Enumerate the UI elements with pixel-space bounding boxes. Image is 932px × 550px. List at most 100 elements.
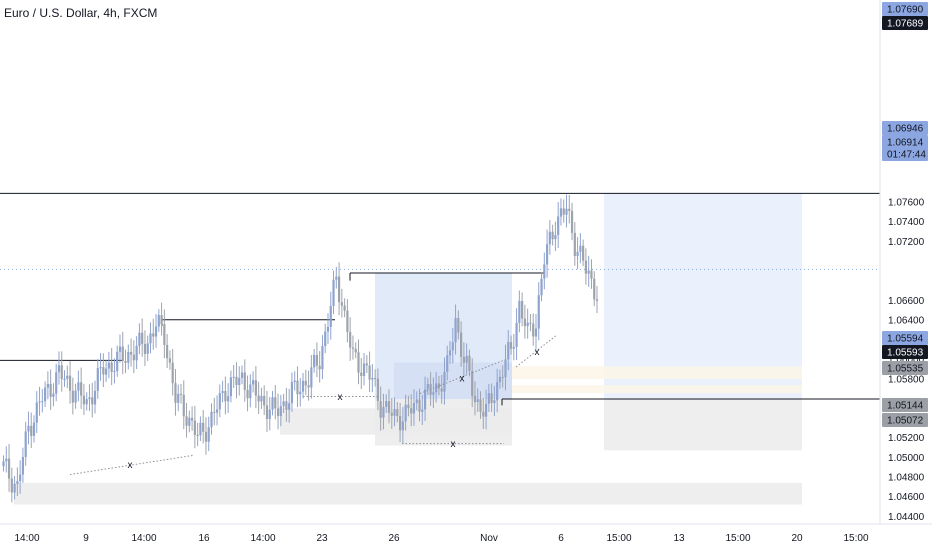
candle	[543, 252, 546, 290]
price-tag-label: 1.05144	[887, 401, 924, 412]
candle	[576, 237, 579, 270]
candle-body	[282, 401, 285, 407]
candle-body	[10, 478, 13, 493]
candle-body	[374, 377, 377, 379]
candle-body	[382, 406, 385, 418]
candle-body	[60, 365, 63, 380]
price-tick-label: 1.07400	[888, 217, 925, 228]
annotations-layer: x x x x x	[69, 335, 557, 476]
candle	[562, 199, 565, 223]
candle-body	[227, 396, 230, 402]
candle	[390, 398, 393, 429]
candle	[132, 340, 135, 374]
candle-body	[509, 342, 513, 349]
candle	[570, 202, 574, 241]
candle-body	[68, 375, 72, 391]
candle-body	[16, 481, 19, 484]
candle-body	[157, 315, 160, 327]
candle	[521, 292, 524, 327]
time-tick-label: 6	[558, 533, 564, 544]
candle	[465, 343, 468, 374]
candle	[240, 365, 244, 385]
candle	[268, 396, 271, 431]
candle-body	[376, 378, 380, 402]
price-tag: 1.05594	[882, 331, 928, 345]
candle	[57, 351, 61, 385]
support-zone	[280, 408, 512, 435]
candle	[407, 395, 410, 417]
candle	[340, 288, 343, 318]
candle	[526, 308, 529, 339]
candle	[235, 362, 238, 399]
candle-body	[102, 367, 105, 375]
price-tag: 1.07690	[882, 2, 928, 16]
candle	[512, 334, 515, 361]
candle-body	[440, 388, 443, 392]
candle	[382, 393, 385, 430]
candle	[321, 335, 324, 380]
candle-body	[346, 310, 349, 333]
candle-body	[24, 431, 27, 457]
candle-body	[446, 355, 449, 372]
candle-body	[326, 326, 330, 332]
candle-body	[398, 416, 402, 431]
price-tick-label: 1.06600	[888, 296, 925, 307]
candle-body	[507, 342, 510, 360]
candle-body	[396, 409, 399, 417]
candle-body	[526, 322, 529, 327]
candle-body	[332, 279, 335, 306]
candle	[360, 358, 363, 390]
candle-body	[568, 208, 571, 212]
candle-body	[171, 362, 174, 384]
candle-body	[484, 403, 488, 417]
price-tag-bg	[882, 135, 928, 149]
candle-body	[129, 351, 133, 355]
candle-body	[246, 389, 249, 399]
candle-body	[521, 300, 524, 319]
candle-body	[32, 422, 36, 436]
candle	[113, 358, 116, 384]
time-tick-label: 9	[83, 533, 89, 544]
candle-body	[41, 401, 44, 403]
candle	[107, 351, 110, 379]
time-tick-label: 15:00	[725, 533, 750, 544]
candle	[13, 475, 16, 500]
candle	[171, 348, 174, 396]
candle-body	[304, 380, 307, 386]
candle-body	[576, 251, 579, 257]
candle	[365, 355, 368, 374]
candle	[127, 344, 130, 370]
swing-dotted-line	[515, 335, 557, 368]
time-tick-label: 14:00	[131, 533, 156, 544]
imbalance-zone-lower	[512, 385, 802, 394]
candle	[110, 347, 113, 386]
candle-body	[354, 348, 357, 353]
candle	[529, 313, 532, 332]
price-tag-label: 1.06914	[887, 138, 924, 149]
candle	[204, 417, 208, 455]
candle	[2, 455, 5, 472]
candle	[46, 371, 49, 400]
candle	[435, 372, 438, 403]
candle	[301, 373, 305, 399]
candle	[343, 298, 346, 318]
candle-body	[545, 244, 549, 265]
swing-marker: x	[128, 460, 133, 471]
price-tick-label: 1.05200	[888, 433, 925, 444]
price-tag-label: 1.05594	[887, 334, 924, 345]
candle	[5, 446, 8, 473]
candle-body	[196, 434, 199, 436]
candle-body	[290, 382, 294, 404]
candle-body	[5, 458, 8, 462]
candle-body	[265, 405, 269, 419]
candle	[401, 406, 404, 444]
candle-body	[435, 383, 438, 393]
candle-body	[66, 375, 69, 379]
candle	[518, 290, 521, 333]
time-tick-label: 23	[316, 533, 328, 544]
candle	[371, 363, 374, 393]
candle	[124, 349, 127, 374]
time-tick-label: 13	[673, 533, 685, 544]
candle	[376, 368, 380, 411]
